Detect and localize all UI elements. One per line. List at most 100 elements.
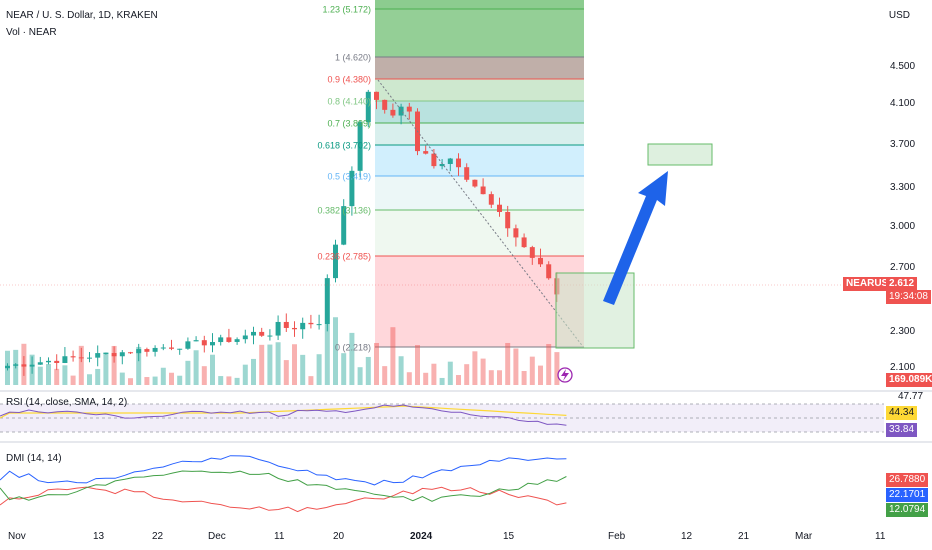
volume-bar [456, 375, 461, 385]
volume-bar [488, 370, 494, 385]
candle-body [152, 347, 158, 352]
dmi-title[interactable]: DMI (14, 14) [6, 453, 62, 464]
candle-body [185, 341, 191, 349]
candle-body [169, 347, 174, 349]
fib-zone [375, 123, 584, 145]
volume-bar [439, 377, 445, 385]
candle-body [300, 322, 306, 330]
volume-bar [538, 365, 543, 385]
rsi-title[interactable]: RSI (14, close, SMA, 14, 2) [6, 397, 128, 408]
volume-bar [46, 364, 51, 385]
volume-bar [497, 370, 502, 385]
fib-zone [375, 9, 584, 57]
rsi-pane [0, 403, 884, 433]
countdown-tag: 19:34:08 [886, 290, 931, 304]
fib-level-label: 0 (2.218) [335, 343, 371, 353]
candle-body [103, 353, 109, 355]
candle-body [447, 158, 453, 164]
last-price-tag: 2.612 [886, 277, 918, 291]
candle-body [234, 339, 240, 342]
candle-body [259, 331, 265, 336]
candle-body [177, 348, 183, 350]
fib-level-label: 0.7 (3.899) [327, 119, 371, 129]
projection-arrow [603, 171, 668, 305]
fib-zone [375, 256, 584, 347]
candle-body [111, 353, 117, 357]
candle-body [456, 158, 461, 168]
volume-bar [406, 372, 412, 385]
candle-body [480, 186, 486, 195]
volume-bar [87, 374, 92, 385]
date-axis-tick: 21 [738, 531, 750, 542]
candle-body [275, 321, 281, 336]
candle-body [21, 364, 27, 367]
dmi-pane [0, 455, 567, 513]
candle-body [423, 151, 429, 154]
date-axis-tick: Feb [608, 531, 626, 542]
volume-indicator-title[interactable]: Vol · NEAR [6, 27, 57, 38]
candle-body [70, 356, 76, 358]
volume-bar [54, 368, 60, 385]
volume-bar [398, 356, 404, 385]
candle-body [54, 360, 60, 363]
volume-bar [78, 345, 84, 385]
volume-bar [234, 377, 240, 385]
volume-bar [177, 375, 183, 385]
candle-body [529, 247, 535, 258]
price-axis-tick: 2.100 [890, 362, 916, 373]
fib-level-label: 1 (4.620) [335, 53, 371, 63]
volume-bar [357, 367, 363, 385]
volume-bar [349, 332, 355, 385]
candle-body [308, 322, 314, 325]
currency-label[interactable]: USD [888, 10, 910, 21]
lightning-icon [557, 367, 573, 383]
volume-bar [267, 344, 273, 385]
pane-separator[interactable] [0, 390, 932, 392]
fib-level-label: 0.236 (2.785) [317, 252, 371, 262]
candle-body [406, 106, 412, 112]
dmi-minus-value: 26.7880 [886, 473, 929, 487]
volume-bar [529, 356, 535, 385]
candle-body [349, 170, 355, 207]
volume-bar [447, 361, 453, 385]
fib-zone [375, 0, 584, 9]
volume-bar [95, 368, 101, 385]
candle-body [398, 106, 404, 116]
fib-zone [375, 101, 584, 123]
candle-body [382, 99, 388, 110]
candle-body [226, 337, 232, 342]
price-axis-tick: 2.700 [890, 262, 916, 273]
candle-body [78, 357, 84, 359]
volume-bar [70, 375, 76, 385]
rsi-ma-value: 44.34 [886, 406, 918, 420]
date-axis-tick: 22 [152, 531, 164, 542]
candle-body [13, 364, 19, 366]
symbol-title[interactable]: NEAR / U. S. Dollar, 1D, KRAKEN [6, 10, 158, 21]
fib-level-label: 0.8 (4.140) [327, 97, 371, 107]
fib-level-label: 1.23 (5.172) [322, 5, 371, 15]
candle-body [439, 163, 445, 167]
volume-bar [136, 346, 142, 385]
date-axis-tick: Nov [8, 531, 26, 542]
date-axis-tick: 20 [333, 531, 345, 542]
candle-body [365, 91, 371, 123]
candle-body [357, 122, 363, 171]
volume-bar [333, 317, 338, 385]
candle-body [136, 349, 142, 354]
candle-body [283, 321, 289, 328]
volume-bar [521, 371, 527, 385]
fib-retracement-zones [375, 0, 584, 347]
volume-bar [431, 363, 437, 385]
candle-body [497, 204, 502, 212]
volume-bar [292, 344, 297, 385]
price-axis-tick: 2.300 [890, 326, 916, 337]
candle-body [46, 360, 51, 363]
candle-body [201, 340, 207, 346]
fib-zone [375, 210, 584, 256]
fib-level-label: 0.9 (4.380) [327, 75, 371, 85]
rsi-upper-value: 47.77 [898, 391, 924, 402]
pane-separator[interactable] [0, 441, 932, 443]
candle-body [210, 342, 215, 346]
